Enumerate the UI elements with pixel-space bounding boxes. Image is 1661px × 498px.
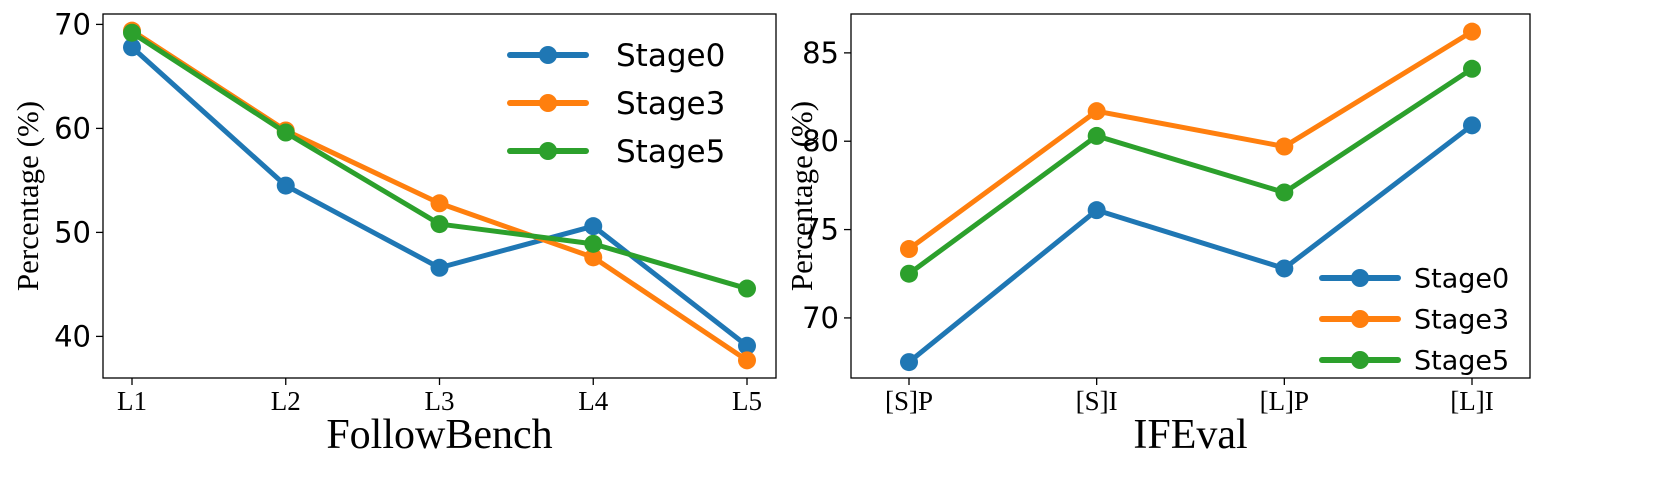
y-tick-label: 75 bbox=[802, 213, 839, 247]
x-tick-label: [S]P bbox=[885, 386, 933, 416]
data-point-stage5 bbox=[430, 215, 449, 234]
y-axis-label: Percentage (%) bbox=[10, 101, 45, 291]
legend-marker bbox=[1351, 351, 1369, 369]
legend-marker bbox=[539, 46, 557, 64]
data-point-stage3 bbox=[1275, 137, 1294, 156]
x-tick-label: L1 bbox=[117, 386, 147, 416]
x-tick-label: L5 bbox=[732, 386, 762, 416]
y-tick-label: 70 bbox=[802, 301, 839, 335]
legend-label: Stage0 bbox=[1414, 264, 1509, 295]
x-tick-label: L2 bbox=[271, 386, 301, 416]
y-tick-label: 40 bbox=[54, 319, 91, 353]
series-line-stage0 bbox=[906, 122, 1475, 365]
legend-marker bbox=[1351, 310, 1369, 328]
x-tick-label: L4 bbox=[578, 386, 608, 416]
legend-marker bbox=[1351, 269, 1369, 287]
data-point-stage0 bbox=[584, 217, 603, 236]
data-point-stage0 bbox=[123, 38, 141, 57]
y-tick-label: 80 bbox=[802, 124, 839, 158]
x-tick-label: [L]I bbox=[1450, 386, 1493, 416]
y-tick-label: 50 bbox=[54, 215, 91, 249]
data-point-stage3 bbox=[584, 248, 603, 267]
y-axis-label: Percentage (%) bbox=[784, 101, 819, 291]
data-point-stage5 bbox=[276, 123, 295, 142]
plot-frame bbox=[850, 13, 1531, 379]
data-point-stage0 bbox=[738, 336, 756, 355]
x-axis-label: FollowBench bbox=[326, 412, 552, 458]
data-point-stage3 bbox=[1087, 102, 1106, 121]
data-point-stage0 bbox=[276, 176, 295, 195]
y-tick-label: 85 bbox=[802, 36, 839, 70]
data-point-stage5 bbox=[1087, 126, 1106, 145]
chart-0: 40 50 60 70 L1 L2 L3 L4 L5 FollowBench Percentage … bbox=[10, 7, 777, 458]
legend-label: Stage0 bbox=[616, 38, 725, 74]
data-point-stage0 bbox=[1087, 201, 1106, 220]
data-point-stage5 bbox=[1463, 59, 1481, 78]
legend-label: Stage3 bbox=[616, 86, 725, 122]
data-point-stage3 bbox=[1463, 22, 1481, 41]
y-tick-label: 60 bbox=[54, 111, 91, 145]
data-point-stage0 bbox=[430, 258, 449, 277]
data-point-stage0 bbox=[1463, 116, 1481, 135]
x-tick-label: L3 bbox=[425, 386, 455, 416]
data-point-stage3 bbox=[738, 351, 756, 370]
legend-marker bbox=[539, 94, 557, 112]
y-tick-label: 70 bbox=[54, 7, 91, 41]
data-point-stage5 bbox=[738, 279, 756, 298]
data-point-stage0 bbox=[900, 353, 918, 372]
x-axis-label: IFEval bbox=[1133, 412, 1247, 458]
series-line-stage5 bbox=[906, 66, 1475, 277]
x-tick-label: [L]P bbox=[1260, 386, 1310, 416]
legend: Stage0 Stage3 Stage5 bbox=[507, 38, 725, 170]
data-point-stage5 bbox=[584, 234, 603, 253]
chart-1: 70 75 80 85 [S]P [S]I [L]P [L]I IFEval Percentage… bbox=[784, 13, 1531, 458]
data-point-stage5 bbox=[123, 23, 141, 42]
legend-marker bbox=[539, 142, 557, 160]
data-point-stage5 bbox=[900, 264, 918, 283]
x-tick-label: [S]I bbox=[1076, 386, 1118, 416]
data-point-stage3 bbox=[900, 240, 918, 259]
data-point-stage0 bbox=[1275, 259, 1294, 278]
legend: Stage0 Stage3 Stage5 bbox=[1319, 264, 1509, 377]
legend-label: Stage5 bbox=[616, 134, 725, 170]
data-point-stage5 bbox=[1275, 183, 1294, 202]
legend-label: Stage5 bbox=[1414, 346, 1509, 377]
data-point-stage3 bbox=[430, 194, 449, 213]
series-line-stage3 bbox=[906, 29, 1475, 252]
legend-label: Stage3 bbox=[1414, 305, 1509, 336]
